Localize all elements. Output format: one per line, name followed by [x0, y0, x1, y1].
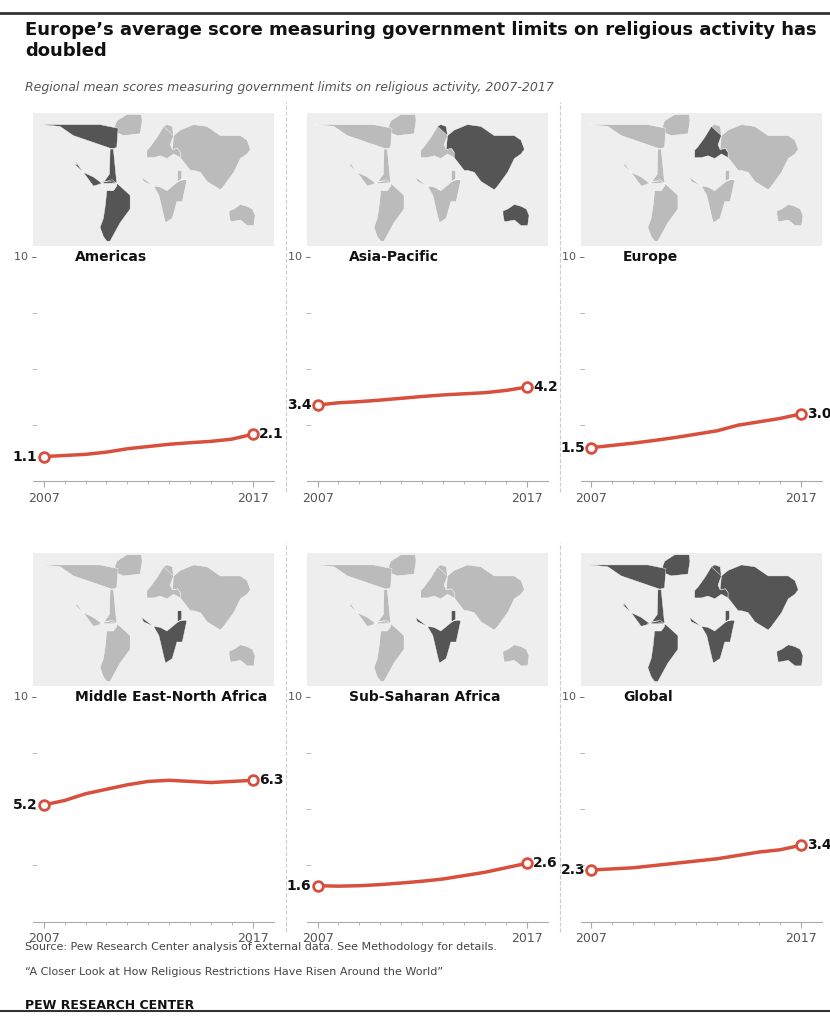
Polygon shape [229, 205, 255, 225]
Text: –: – [579, 308, 585, 318]
Polygon shape [588, 565, 666, 627]
Text: –: – [305, 365, 311, 374]
Polygon shape [147, 125, 180, 159]
Polygon shape [164, 125, 251, 189]
Text: –: – [32, 308, 37, 318]
Polygon shape [690, 170, 735, 223]
Text: –: – [32, 749, 37, 759]
FancyBboxPatch shape [581, 553, 822, 686]
Polygon shape [437, 125, 525, 189]
Text: Sub-Saharan Africa: Sub-Saharan Africa [349, 690, 500, 705]
Polygon shape [314, 125, 392, 186]
Text: “A Closer Look at How Religious Restrictions Have Risen Around the World”: “A Closer Look at How Religious Restrict… [25, 967, 443, 977]
FancyBboxPatch shape [33, 553, 274, 686]
Polygon shape [695, 565, 728, 599]
Text: –: – [305, 308, 311, 318]
Polygon shape [141, 610, 187, 664]
Text: 2.3: 2.3 [560, 863, 585, 877]
Polygon shape [503, 205, 529, 225]
Text: 10 –: 10 – [14, 692, 37, 702]
Text: –: – [579, 749, 585, 759]
FancyBboxPatch shape [581, 113, 822, 246]
Polygon shape [374, 620, 404, 682]
Text: 10 –: 10 – [288, 692, 311, 702]
Polygon shape [229, 645, 255, 666]
Polygon shape [647, 179, 678, 242]
Text: –: – [32, 420, 37, 430]
Polygon shape [100, 620, 130, 682]
Polygon shape [388, 115, 416, 135]
Text: 3.4: 3.4 [807, 839, 830, 852]
Text: –: – [305, 805, 311, 814]
Text: –: – [305, 749, 311, 759]
Text: PEW RESEARCH CENTER: PEW RESEARCH CENTER [25, 999, 194, 1013]
Text: –: – [305, 860, 311, 870]
Text: –: – [579, 860, 585, 870]
Text: 4.2: 4.2 [533, 380, 558, 394]
Polygon shape [40, 565, 118, 627]
Text: 2.1: 2.1 [259, 427, 284, 441]
Polygon shape [421, 565, 454, 599]
Text: –: – [579, 420, 585, 430]
Text: 5.2: 5.2 [12, 798, 37, 812]
Polygon shape [711, 125, 798, 189]
Polygon shape [314, 565, 392, 627]
Text: Europe: Europe [622, 250, 678, 264]
Polygon shape [415, 610, 461, 664]
Polygon shape [437, 565, 525, 630]
Polygon shape [662, 115, 690, 135]
Polygon shape [690, 610, 735, 664]
Polygon shape [164, 565, 251, 630]
Text: 10 –: 10 – [14, 252, 37, 262]
Text: Europe’s average score measuring government limits on religious activity has
dou: Europe’s average score measuring governm… [25, 20, 817, 59]
Text: Regional mean scores measuring government limits on religious activity, 2007-201: Regional mean scores measuring governmen… [25, 81, 554, 94]
Polygon shape [115, 555, 142, 575]
Text: 3.4: 3.4 [286, 398, 311, 412]
Polygon shape [503, 645, 529, 666]
Text: 1.1: 1.1 [12, 450, 37, 464]
Text: –: – [579, 365, 585, 374]
Text: 10 –: 10 – [562, 692, 585, 702]
Text: Middle East-North Africa: Middle East-North Africa [75, 690, 267, 705]
Text: Global: Global [622, 690, 672, 705]
FancyBboxPatch shape [33, 113, 274, 246]
Text: 3.0: 3.0 [807, 407, 830, 421]
Polygon shape [421, 125, 454, 159]
Text: Americas: Americas [75, 250, 147, 264]
Text: 1.6: 1.6 [286, 879, 311, 893]
Text: –: – [32, 365, 37, 374]
Polygon shape [647, 620, 678, 682]
Text: –: – [32, 860, 37, 870]
Polygon shape [147, 565, 180, 599]
Polygon shape [100, 179, 130, 242]
Polygon shape [40, 125, 118, 186]
Text: –: – [305, 420, 311, 430]
Polygon shape [415, 170, 461, 223]
Polygon shape [777, 205, 803, 225]
Text: 10 –: 10 – [288, 252, 311, 262]
Text: Asia-Pacific: Asia-Pacific [349, 250, 439, 264]
Text: –: – [579, 805, 585, 814]
Polygon shape [374, 179, 404, 242]
Polygon shape [662, 555, 690, 575]
Polygon shape [388, 555, 416, 575]
Text: 2.6: 2.6 [533, 856, 558, 870]
Polygon shape [711, 565, 798, 630]
Polygon shape [777, 645, 803, 666]
Polygon shape [695, 125, 728, 159]
Text: 6.3: 6.3 [259, 773, 284, 787]
Polygon shape [588, 125, 666, 186]
Text: –: – [32, 805, 37, 814]
Text: Source: Pew Research Center analysis of external data. See Methodology for detai: Source: Pew Research Center analysis of … [25, 942, 497, 952]
Polygon shape [141, 170, 187, 223]
Text: 10 –: 10 – [562, 252, 585, 262]
Text: 1.5: 1.5 [560, 440, 585, 455]
FancyBboxPatch shape [307, 553, 548, 686]
FancyBboxPatch shape [307, 113, 548, 246]
Polygon shape [115, 115, 142, 135]
